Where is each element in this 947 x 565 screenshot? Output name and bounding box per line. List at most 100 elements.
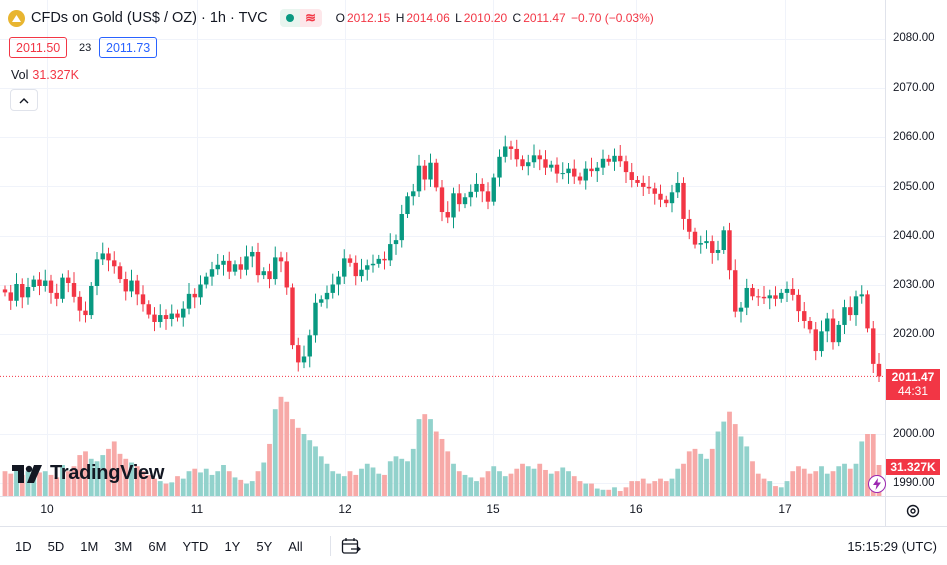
volume-bar <box>433 431 439 496</box>
range-button-5d[interactable]: 5D <box>47 538 65 554</box>
candle-body <box>347 258 353 263</box>
volume-bar <box>543 469 548 496</box>
volume-bar <box>623 487 629 496</box>
volume-bar <box>554 471 560 496</box>
candle-body <box>376 258 381 264</box>
volume-bar <box>600 489 606 496</box>
candle-body <box>560 173 565 175</box>
volume-bar <box>318 456 324 496</box>
clock-display[interactable]: 15:15:29 (UTC) <box>847 538 937 554</box>
volume-bar <box>290 419 295 496</box>
candle-body <box>462 197 468 205</box>
volume-bar <box>54 477 60 496</box>
volume-bar <box>865 434 870 496</box>
volume-bar <box>140 471 146 496</box>
gold-coin-icon[interactable] <box>8 9 25 27</box>
volume-bar <box>640 478 646 496</box>
range-button-6m[interactable]: 6M <box>148 538 167 554</box>
candle-body <box>675 182 680 193</box>
candle-body <box>221 260 226 265</box>
symbol-title[interactable]: CFDs on Gold (US$ / OZ) · 1h · TVC <box>31 10 268 26</box>
candle-body <box>215 264 220 270</box>
volume-label: Vol <box>11 68 29 82</box>
candle-body <box>123 279 128 292</box>
volume-bar <box>255 471 261 496</box>
volume-bar <box>577 481 583 496</box>
volume-bar <box>652 481 658 496</box>
range-button-1y[interactable]: 1Y <box>224 538 241 554</box>
price-chart[interactable] <box>0 0 947 526</box>
volume-bar <box>819 466 824 496</box>
volume-bar <box>571 476 577 496</box>
flash-icon[interactable] <box>868 475 886 493</box>
volume-bar <box>842 463 847 496</box>
candle-body <box>865 294 870 329</box>
volume-bar <box>612 487 617 496</box>
volume-bar <box>169 482 175 496</box>
candle-body <box>802 311 807 321</box>
volume-bar <box>42 471 48 496</box>
candle-body <box>244 256 249 270</box>
volume-bar <box>744 446 750 496</box>
candle-body <box>261 271 266 276</box>
candle-body <box>577 176 583 181</box>
candle-body <box>704 241 709 244</box>
volume-bar <box>37 472 42 496</box>
volume-bar <box>226 471 232 496</box>
candle-body <box>813 329 818 352</box>
volume-bar <box>341 476 347 496</box>
candle-body <box>365 265 370 270</box>
candle-body <box>388 244 393 261</box>
gear-icon[interactable] <box>905 503 921 524</box>
candle-body <box>77 296 82 311</box>
volume-bar <box>330 471 336 496</box>
volume-bar <box>709 448 715 496</box>
volume-bar <box>686 451 692 496</box>
candle-body <box>836 324 841 343</box>
range-button-1d[interactable]: 1D <box>15 538 32 554</box>
tradingview-logo[interactable]: TradingView <box>12 462 164 485</box>
volume-bar <box>422 414 428 496</box>
volume-bar <box>249 481 255 496</box>
volume-bar <box>451 463 456 496</box>
candle-body <box>163 315 169 320</box>
close-key: C <box>512 11 522 25</box>
candle-body <box>692 231 698 245</box>
volume-bar <box>617 491 623 496</box>
volume-bar <box>698 453 704 496</box>
volume-bar <box>778 487 784 496</box>
volume-bar <box>8 473 14 496</box>
candle-body <box>474 183 479 192</box>
volume-bar <box>307 440 313 496</box>
volume-bar <box>100 455 106 496</box>
candle-body <box>612 155 617 162</box>
volume-bar <box>134 466 140 496</box>
candle-body <box>583 168 588 181</box>
range-button-all[interactable]: All <box>288 538 303 554</box>
sell-price-button[interactable]: 2011.50 <box>9 37 68 58</box>
candle-body <box>497 156 502 178</box>
volume-bar <box>111 441 117 496</box>
candle-body <box>48 280 54 293</box>
candle-body <box>382 258 387 261</box>
collapse-legend-button[interactable] <box>10 89 38 111</box>
candle-body <box>503 146 508 157</box>
volume-bar <box>635 481 640 496</box>
price-tick-label: 2060.00 <box>893 131 935 143</box>
candle-body <box>250 251 255 257</box>
volume-bar <box>629 481 635 496</box>
range-button-5y[interactable]: 5Y <box>256 538 273 554</box>
candle-body <box>296 345 301 363</box>
candle-body <box>100 253 105 260</box>
market-status-toggle[interactable]: ≋ <box>279 9 322 27</box>
range-button-3m[interactable]: 3M <box>114 538 133 554</box>
candle-body <box>89 285 94 316</box>
volume-bar <box>278 396 284 496</box>
buy-price-button[interactable]: 2011.73 <box>99 37 158 58</box>
candle-body <box>710 241 715 253</box>
volume-bar <box>232 477 238 496</box>
range-button-1m[interactable]: 1M <box>80 538 99 554</box>
range-button-ytd[interactable]: YTD <box>182 538 209 554</box>
volume-bar <box>313 446 318 496</box>
date-range-button[interactable] <box>329 536 361 556</box>
